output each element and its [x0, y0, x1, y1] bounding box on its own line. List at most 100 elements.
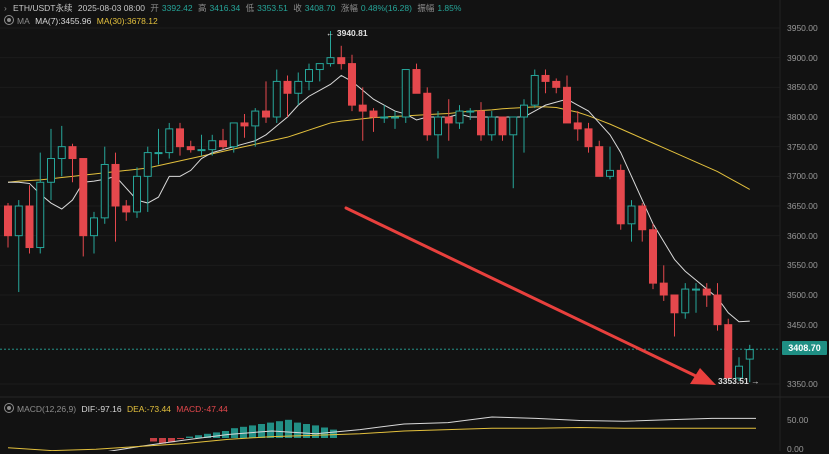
candle-52: [563, 75, 571, 124]
candle-body: [434, 116, 442, 136]
candle-15: [165, 122, 174, 159]
candle-19: [208, 134, 217, 156]
candle-body: [219, 140, 227, 148]
candle-1: [14, 200, 23, 293]
macd-bar: [240, 426, 247, 438]
candle-50: [541, 69, 550, 94]
candle-body: [573, 122, 582, 130]
candle-body: [509, 116, 518, 136]
candle-body: [176, 128, 184, 148]
candle-body: [143, 152, 152, 177]
macd-bar: [204, 433, 211, 438]
price-tick-3: 3800.00: [787, 112, 818, 122]
macd-bar: [168, 438, 175, 443]
candle-body: [36, 181, 45, 249]
candle-body: [100, 163, 109, 219]
macd-bar: [150, 438, 157, 442]
candle-46: [498, 116, 507, 141]
price-tick-0: 3950.00: [787, 23, 818, 33]
candle-28: [305, 63, 313, 91]
candle-48: [520, 99, 528, 153]
macd-bar: [267, 422, 274, 438]
macd-bar: [186, 436, 193, 438]
candle-body: [563, 86, 571, 124]
candle-38: [412, 63, 421, 94]
ma7-path: [8, 74, 750, 323]
candle-body: [530, 74, 539, 106]
candle-18: [197, 134, 206, 156]
macd-dea-line: [7, 426, 756, 451]
candle-body: [702, 288, 711, 296]
candle-body: [584, 128, 593, 148]
candle-body: [57, 146, 66, 160]
candle-53: [573, 111, 582, 141]
candle-42: [455, 105, 464, 129]
candle-body: [649, 229, 657, 284]
macd-bar: [294, 422, 301, 438]
candle-67: [724, 318, 733, 379]
macd-bar: [177, 438, 184, 439]
price-tick-10: 3450.00: [787, 319, 818, 330]
candle-body: [197, 149, 206, 152]
candle-body: [337, 57, 346, 65]
eye-icon[interactable]: [4, 403, 14, 413]
candle-body: [638, 205, 647, 231]
candle-4: [47, 128, 55, 201]
price-tick-6: 3650.00: [787, 201, 818, 211]
eye-icon[interactable]: [4, 15, 14, 25]
candle-body: [444, 116, 453, 124]
candle-body: [90, 217, 98, 237]
candle-14: [154, 128, 163, 165]
candle-40: [434, 111, 442, 159]
candle-body: [272, 80, 281, 118]
candle-24: [262, 81, 270, 123]
candle-25: [272, 69, 281, 123]
candle-body: [380, 116, 389, 119]
candle-34: [369, 108, 378, 132]
candle-22: [240, 114, 249, 138]
price-tick-7: 3600.00: [787, 230, 818, 241]
candle-body: [520, 104, 528, 118]
high-annotation: ← 3940.81: [326, 28, 368, 38]
ma7-line: [8, 74, 750, 323]
dea-legend: DEA:-73.44: [126, 404, 171, 414]
candle-body: [133, 175, 141, 213]
candle-54: [584, 122, 593, 153]
change-value: 0.48%(16.28): [360, 3, 412, 13]
candle-body: [552, 80, 561, 88]
price-tick-9: 3500.00: [787, 290, 818, 300]
candle-11: [122, 200, 131, 221]
macd-bar: [285, 419, 292, 438]
open-value: 3392.42: [161, 3, 193, 13]
candle-body: [369, 110, 378, 118]
trend-arrow-head: [690, 368, 716, 385]
candle-26: [283, 75, 292, 117]
candle-body: [498, 116, 507, 136]
candle-body: [477, 110, 485, 136]
candle-body: [348, 63, 356, 106]
candle-body: [208, 140, 217, 151]
candle-37: [401, 69, 410, 123]
candle-body: [186, 146, 195, 151]
candle-61: [659, 265, 668, 301]
price-tick-2: 3850.00: [787, 82, 818, 93]
price-tick-5: 3700.00: [787, 171, 818, 182]
candle-59: [638, 203, 647, 242]
macd-bar: [258, 424, 265, 438]
ma30-path: [7, 106, 750, 190]
low-annotation: 3353.51 →: [718, 376, 760, 386]
macd-dif-line: [107, 416, 756, 451]
candle-body: [326, 57, 335, 65]
candle-body: [724, 324, 733, 379]
macd-bar: [159, 438, 166, 444]
macd-bar: [276, 421, 283, 438]
macd-bar: [312, 425, 319, 438]
ma30-line: [7, 106, 750, 190]
candle-body: [165, 128, 174, 154]
candle-body: [487, 116, 496, 136]
candle-43: [466, 108, 475, 120]
candle-69: [745, 344, 754, 383]
chevron-icon[interactable]: ›: [4, 3, 7, 13]
candle-body: [111, 163, 120, 207]
